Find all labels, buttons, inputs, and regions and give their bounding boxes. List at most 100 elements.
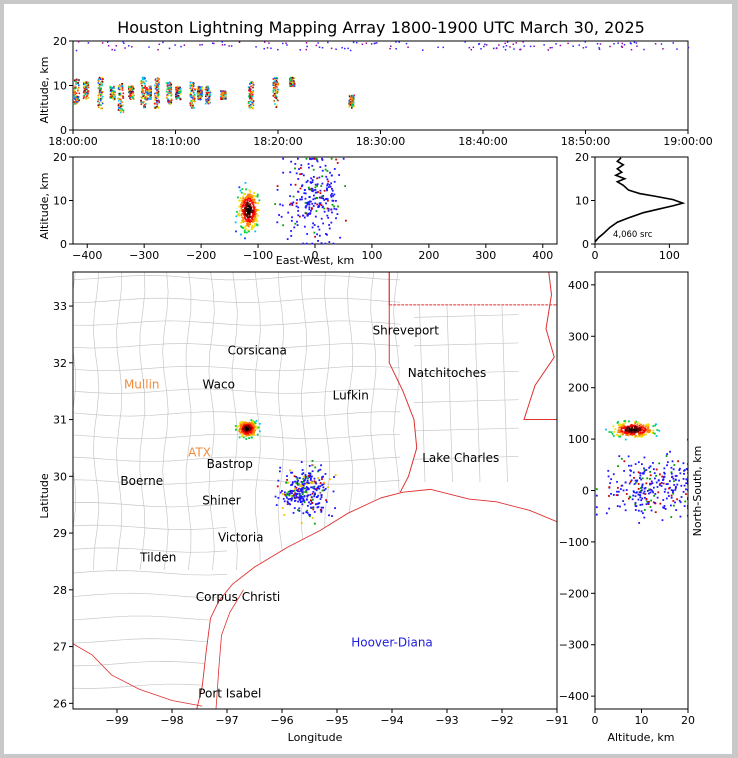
lightning-source	[442, 46, 445, 49]
lightning-source	[243, 198, 246, 201]
lightning-source	[304, 211, 307, 214]
lightning-source	[634, 429, 637, 432]
lightning-source	[294, 167, 296, 170]
lightning-source	[168, 81, 171, 83]
lightning-source	[320, 510, 323, 513]
lightning-source	[191, 83, 194, 86]
lightning-source	[661, 519, 664, 522]
lightning-source	[73, 89, 76, 92]
lightning-source	[651, 432, 654, 434]
lightning-source	[652, 486, 655, 489]
lightning-source	[302, 491, 305, 493]
lightning-source	[327, 486, 329, 488]
lightning-source	[253, 421, 256, 423]
lightning-source	[275, 106, 278, 108]
lightning-source	[248, 93, 251, 95]
lightning-source	[288, 469, 291, 472]
lightning-source	[200, 93, 202, 96]
ns-panel-ylabel: North-South, km	[691, 446, 704, 537]
lightning-source	[291, 83, 293, 86]
hist-ytick-label: 0	[582, 238, 589, 251]
lightning-source	[197, 88, 200, 91]
lightning-source	[289, 497, 292, 500]
lightning-source	[306, 233, 309, 235]
lightning-source	[170, 88, 173, 91]
time-ytick-label: 20	[53, 35, 67, 48]
lightning-source	[198, 91, 200, 93]
county-line	[208, 272, 215, 570]
lightning-source	[671, 475, 674, 478]
lightning-source	[617, 424, 620, 427]
lightning-source	[193, 94, 196, 96]
lightning-source	[633, 421, 636, 424]
lightning-source	[157, 48, 159, 51]
lightning-source	[278, 214, 281, 216]
lightning-source	[272, 84, 274, 86]
lightning-source	[97, 94, 100, 97]
lightning-source	[352, 100, 355, 102]
lightning-source	[319, 166, 322, 168]
lightning-source	[290, 498, 293, 501]
lightning-source	[293, 494, 295, 497]
lightning-source	[311, 481, 314, 484]
lightning-source	[247, 205, 250, 208]
lightning-source	[119, 102, 122, 105]
lightning-source	[316, 486, 319, 489]
lightning-source	[326, 214, 329, 217]
lightning-source	[622, 426, 625, 429]
lightning-source	[291, 216, 293, 219]
lightning-source	[247, 222, 249, 225]
lightning-source	[651, 482, 654, 485]
lightning-source	[616, 422, 619, 424]
lightning-source	[309, 188, 312, 191]
lightning-source	[290, 202, 293, 205]
city-label: Lufkin	[333, 389, 369, 403]
lightning-source	[209, 94, 212, 96]
lightning-source	[523, 45, 525, 47]
lightning-source	[311, 460, 314, 462]
lightning-source	[300, 185, 303, 188]
lightning-source	[302, 472, 305, 475]
lightning-source	[244, 428, 247, 431]
lightning-source	[98, 98, 101, 100]
lightning-source	[645, 503, 648, 506]
lightning-source	[301, 198, 303, 201]
lightning-source	[175, 86, 178, 89]
lightning-source	[253, 426, 255, 428]
lightning-source	[99, 89, 101, 92]
lightning-source	[242, 204, 245, 206]
lightning-source	[294, 162, 297, 165]
lightning-source	[315, 482, 317, 485]
lightning-source	[252, 204, 255, 207]
lightning-source	[118, 92, 121, 95]
lightning-source	[646, 430, 649, 433]
lightning-source	[636, 427, 639, 430]
lightning-source	[314, 235, 316, 238]
lightning-source	[306, 214, 309, 217]
lightning-source	[389, 47, 391, 50]
lightning-source	[189, 104, 192, 107]
lightning-source	[293, 226, 296, 229]
city-label: Victoria	[218, 531, 264, 545]
lightning-source	[198, 92, 200, 94]
lightning-source	[140, 99, 142, 102]
lightning-source	[175, 95, 177, 98]
lightning-source	[301, 488, 304, 491]
lightning-source	[242, 436, 245, 439]
lightning-source	[288, 494, 291, 497]
lightning-source	[144, 104, 146, 106]
lightning-source	[662, 499, 665, 501]
lightning-source	[196, 90, 199, 93]
lightning-source	[617, 429, 620, 432]
lightning-source	[678, 499, 681, 502]
lightning-source	[280, 215, 283, 218]
lightning-source	[634, 501, 637, 504]
lightning-source	[635, 431, 637, 433]
lightning-source	[623, 420, 626, 423]
lightning-source	[175, 88, 178, 91]
lightning-source	[274, 88, 277, 90]
lightning-source	[326, 184, 329, 187]
lightning-source	[290, 230, 292, 232]
ew-xtick-label: 300	[475, 249, 496, 262]
